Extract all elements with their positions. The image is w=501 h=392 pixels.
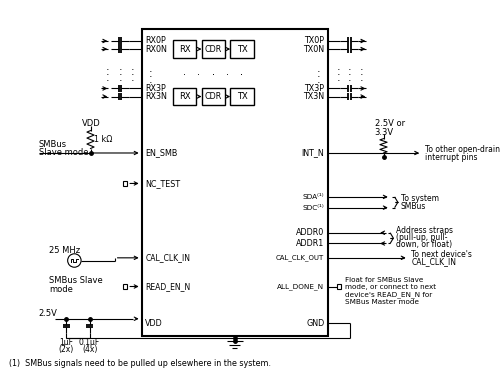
Text: ALL_DONE_N: ALL_DONE_N: [277, 283, 324, 290]
Text: 1μF: 1μF: [59, 338, 73, 347]
Text: .: .: [197, 67, 200, 77]
Text: interrupt pins: interrupt pins: [424, 153, 476, 162]
Text: RX0N: RX0N: [145, 45, 167, 54]
Text: .: .: [106, 67, 109, 77]
Text: SMBus: SMBus: [400, 202, 425, 211]
Text: .: .: [240, 67, 243, 77]
Text: .: .: [347, 67, 351, 77]
Text: .: .: [347, 73, 351, 83]
Bar: [230, 40, 253, 58]
Text: .: .: [148, 64, 152, 74]
Text: .: .: [336, 62, 340, 72]
Text: SMBus: SMBus: [39, 140, 67, 149]
Text: .: .: [240, 67, 243, 77]
Text: SDA⁽¹⁾: SDA⁽¹⁾: [302, 194, 324, 200]
Text: To system: To system: [400, 194, 438, 203]
Text: .: .: [360, 73, 363, 83]
Text: TX: TX: [236, 45, 247, 54]
Bar: [201, 40, 224, 58]
Text: .: .: [336, 67, 340, 77]
Text: 3.3V: 3.3V: [374, 128, 393, 137]
Text: RX: RX: [178, 92, 190, 101]
Text: TX3P: TX3P: [304, 84, 324, 93]
Text: (2x): (2x): [59, 345, 74, 354]
Text: .: .: [148, 74, 152, 85]
Text: SMBus Master mode: SMBus Master mode: [344, 299, 418, 305]
Text: .: .: [211, 67, 214, 77]
Text: mode, or connect to next: mode, or connect to next: [344, 285, 435, 290]
Text: .: .: [118, 67, 122, 77]
Text: TX3N: TX3N: [303, 92, 324, 101]
Text: CAL_CLK_IN: CAL_CLK_IN: [145, 253, 190, 262]
Text: (4x): (4x): [82, 345, 97, 354]
Text: .: .: [360, 67, 363, 77]
Text: SMBus Slave: SMBus Slave: [49, 276, 103, 285]
Bar: [172, 87, 196, 105]
Text: .: .: [106, 62, 109, 72]
Text: READ_EN_N: READ_EN_N: [145, 282, 190, 291]
Text: Address straps: Address straps: [395, 225, 452, 234]
Text: down, or float): down, or float): [395, 240, 451, 249]
Text: 2.5V or: 2.5V or: [374, 119, 404, 128]
Text: .: .: [347, 62, 351, 72]
Text: VDD: VDD: [81, 119, 100, 128]
Text: .: .: [131, 73, 134, 83]
Text: CAL_CLK_IN: CAL_CLK_IN: [410, 257, 455, 266]
Text: .: .: [118, 73, 122, 83]
Text: RX3N: RX3N: [145, 92, 167, 101]
Bar: [230, 87, 253, 105]
Text: To other open-drain: To other open-drain: [424, 145, 498, 154]
Text: ADDR0: ADDR0: [296, 228, 324, 237]
Bar: [172, 40, 196, 58]
Text: 0.1μF: 0.1μF: [79, 338, 100, 347]
Text: .: .: [131, 62, 134, 72]
Text: ADDR1: ADDR1: [296, 239, 324, 248]
Text: (pull-up, pull-: (pull-up, pull-: [395, 233, 447, 242]
Text: SDC⁽¹⁾: SDC⁽¹⁾: [302, 205, 324, 211]
Text: NC_TEST: NC_TEST: [145, 179, 180, 188]
Text: .: .: [148, 69, 152, 79]
Text: TX: TX: [236, 92, 247, 101]
Text: .: .: [360, 62, 363, 72]
Text: .: .: [225, 67, 228, 77]
Text: CDR: CDR: [204, 45, 221, 54]
Text: .: .: [211, 67, 214, 77]
Bar: [123, 181, 127, 186]
Text: RX: RX: [178, 45, 190, 54]
Text: Slave mode: Slave mode: [39, 149, 88, 158]
Text: RX3P: RX3P: [145, 84, 165, 93]
Text: EN_SMB: EN_SMB: [145, 149, 177, 158]
Text: mode: mode: [49, 285, 73, 294]
Text: .: .: [106, 73, 109, 83]
Text: 1 kΩ: 1 kΩ: [94, 135, 112, 144]
Text: 25 MHz: 25 MHz: [49, 246, 80, 255]
Text: (1)  SMBus signals need to be pulled up elsewhere in the system.: (1) SMBus signals need to be pulled up e…: [9, 359, 271, 368]
Text: GND: GND: [306, 319, 324, 328]
Text: CAL_CLK_OUT: CAL_CLK_OUT: [276, 254, 324, 261]
Text: RX0P: RX0P: [145, 36, 165, 45]
Text: .: .: [336, 73, 340, 83]
Text: .: .: [317, 64, 320, 74]
Text: TX0P: TX0P: [304, 36, 324, 45]
Text: 2.5V: 2.5V: [39, 309, 57, 318]
Text: .: .: [183, 67, 186, 77]
Text: TX0N: TX0N: [303, 45, 324, 54]
Bar: [336, 284, 341, 289]
Bar: [201, 87, 224, 105]
Text: To next device's: To next device's: [410, 250, 471, 259]
Bar: [141, 29, 327, 336]
Text: .: .: [317, 74, 320, 85]
Text: INT_N: INT_N: [301, 149, 324, 158]
Text: device's READ_EN_N for: device's READ_EN_N for: [344, 291, 431, 298]
Text: .: .: [131, 67, 134, 77]
Text: CDR: CDR: [204, 92, 221, 101]
Text: .: .: [118, 62, 122, 72]
Text: VDD: VDD: [145, 319, 163, 328]
Bar: [123, 284, 127, 289]
Text: .: .: [317, 69, 320, 79]
Text: Float for SMBus Slave: Float for SMBus Slave: [344, 277, 422, 283]
